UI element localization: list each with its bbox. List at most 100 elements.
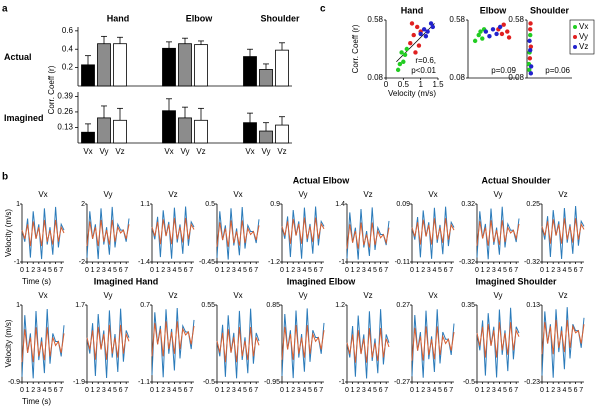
y-tick-label: 0.27 (396, 302, 410, 309)
trace (21, 309, 65, 379)
y-tick-label: 0.25 (526, 201, 540, 208)
trace (411, 326, 455, 361)
point (416, 43, 422, 48)
bar (259, 130, 273, 144)
group-title: Imagined Shoulder (475, 276, 557, 286)
y-tick-label: 0.55 (201, 302, 215, 309)
x-tick-label: 7 (384, 267, 388, 274)
y-tick-label: 0.08 (449, 73, 465, 82)
x-tick-label: 5 (48, 387, 52, 394)
x-tick-label: 6 (184, 267, 188, 274)
y-tick-label: 0.85 (266, 302, 280, 309)
point (399, 50, 404, 55)
x-tick-label: 2 (291, 267, 295, 274)
point (528, 71, 534, 76)
x-tick-label: 6 (574, 267, 578, 274)
chart-title: Hand (401, 5, 424, 15)
x-tick-label: 4 (42, 387, 46, 394)
chart-title: Vz (168, 291, 177, 300)
x-tick-label: 5 (308, 267, 312, 274)
x-tick-label: 1 (351, 387, 355, 394)
row-label: Imagined (4, 113, 44, 123)
chart-title: Vx (428, 291, 437, 300)
x-tick-label: 5 (568, 387, 572, 394)
x-tick-label: 5 (503, 267, 507, 274)
point (497, 24, 503, 30)
bar (162, 110, 176, 144)
x-tick-label: 6 (509, 387, 513, 394)
x-tick-label: 6 (574, 387, 578, 394)
point (423, 34, 429, 39)
chart-title: Vx (38, 190, 47, 199)
y-tick-label: 0.58 (508, 15, 524, 24)
point (527, 38, 532, 44)
x-tick-label: 6 (379, 267, 383, 274)
x-tick-label: 7 (319, 267, 323, 274)
y-tick-label: -1 (339, 259, 345, 266)
x-tick-label: 0 (215, 387, 219, 394)
x-tick-label: 1 (156, 387, 160, 394)
x-tick-label: 6 (184, 387, 188, 394)
bar (178, 43, 192, 87)
x-tick-label: 2 (31, 267, 35, 274)
x-tick-label: 1 (546, 387, 550, 394)
x-axis-label: Time (s) (22, 397, 51, 406)
point (505, 29, 510, 34)
x-tick-label: 1 (26, 267, 30, 274)
point (397, 61, 403, 67)
bar (259, 69, 273, 87)
y-tick-label: 1.4 (335, 201, 345, 208)
y-tick-label: 0.08 (367, 73, 383, 82)
chart-title: Shoulder (530, 5, 569, 15)
x-tick-label: 6 (249, 387, 253, 394)
bar (113, 43, 127, 87)
x-tick-label: 7 (579, 267, 583, 274)
y-tick-label: 0.7 (140, 302, 150, 309)
y-tick-label: -1.1 (138, 379, 150, 386)
x-tick-label: 2 (161, 387, 165, 394)
point (528, 32, 533, 38)
x-tick-label: 3 (232, 267, 236, 274)
x-tick-label: 5 (503, 387, 507, 394)
chart-title: Vy (493, 291, 502, 300)
x-tick-label: Vx (83, 147, 92, 156)
x-tick-label: 0 (475, 267, 479, 274)
x-tick-label: 4 (237, 267, 241, 274)
y-tick-label: 0.58 (449, 15, 465, 24)
x-tick-label: 2 (96, 387, 100, 394)
y-axis-label: Velocity (m/s) (4, 319, 13, 367)
x-tick-label: 3 (492, 387, 496, 394)
x-tick-label: 0 (280, 387, 284, 394)
x-tick-label: 2 (226, 267, 230, 274)
y-tick-label: 1.2 (335, 302, 345, 309)
y-tick-label: 0.35 (461, 302, 475, 309)
x-tick-label: Vy (261, 147, 270, 156)
chart-title: Vx (233, 291, 242, 300)
bar (275, 49, 289, 87)
y-axis-label: Velocity (m/s) (4, 209, 13, 257)
x-tick-label: 6 (54, 387, 58, 394)
point (409, 21, 415, 26)
bar (97, 117, 111, 144)
y-tick-label: -0.9 (8, 379, 20, 386)
x-tick-label: 5 (178, 267, 182, 274)
point (527, 56, 533, 61)
y-tick-label: 1.7 (75, 302, 85, 309)
x-tick-label: 3 (427, 267, 431, 274)
y-tick-label: 1.1 (140, 201, 150, 208)
x-tick-label: 6 (314, 387, 318, 394)
y-tick-label: 0.39 (57, 91, 73, 100)
x-tick-label: 2 (31, 387, 35, 394)
legend-label: Vz (579, 42, 588, 51)
x-tick-label: 7 (254, 267, 258, 274)
trace (346, 222, 390, 249)
trace (541, 319, 585, 355)
group-title: Imagined Hand (94, 276, 159, 286)
x-tick-label: 1 (221, 387, 225, 394)
x-tick-label: 1 (416, 267, 420, 274)
y-tick-label: -0.5 (463, 379, 475, 386)
trace (281, 217, 325, 244)
bar (194, 119, 208, 144)
y-tick-label: -1.2 (268, 259, 280, 266)
trace (86, 324, 130, 360)
